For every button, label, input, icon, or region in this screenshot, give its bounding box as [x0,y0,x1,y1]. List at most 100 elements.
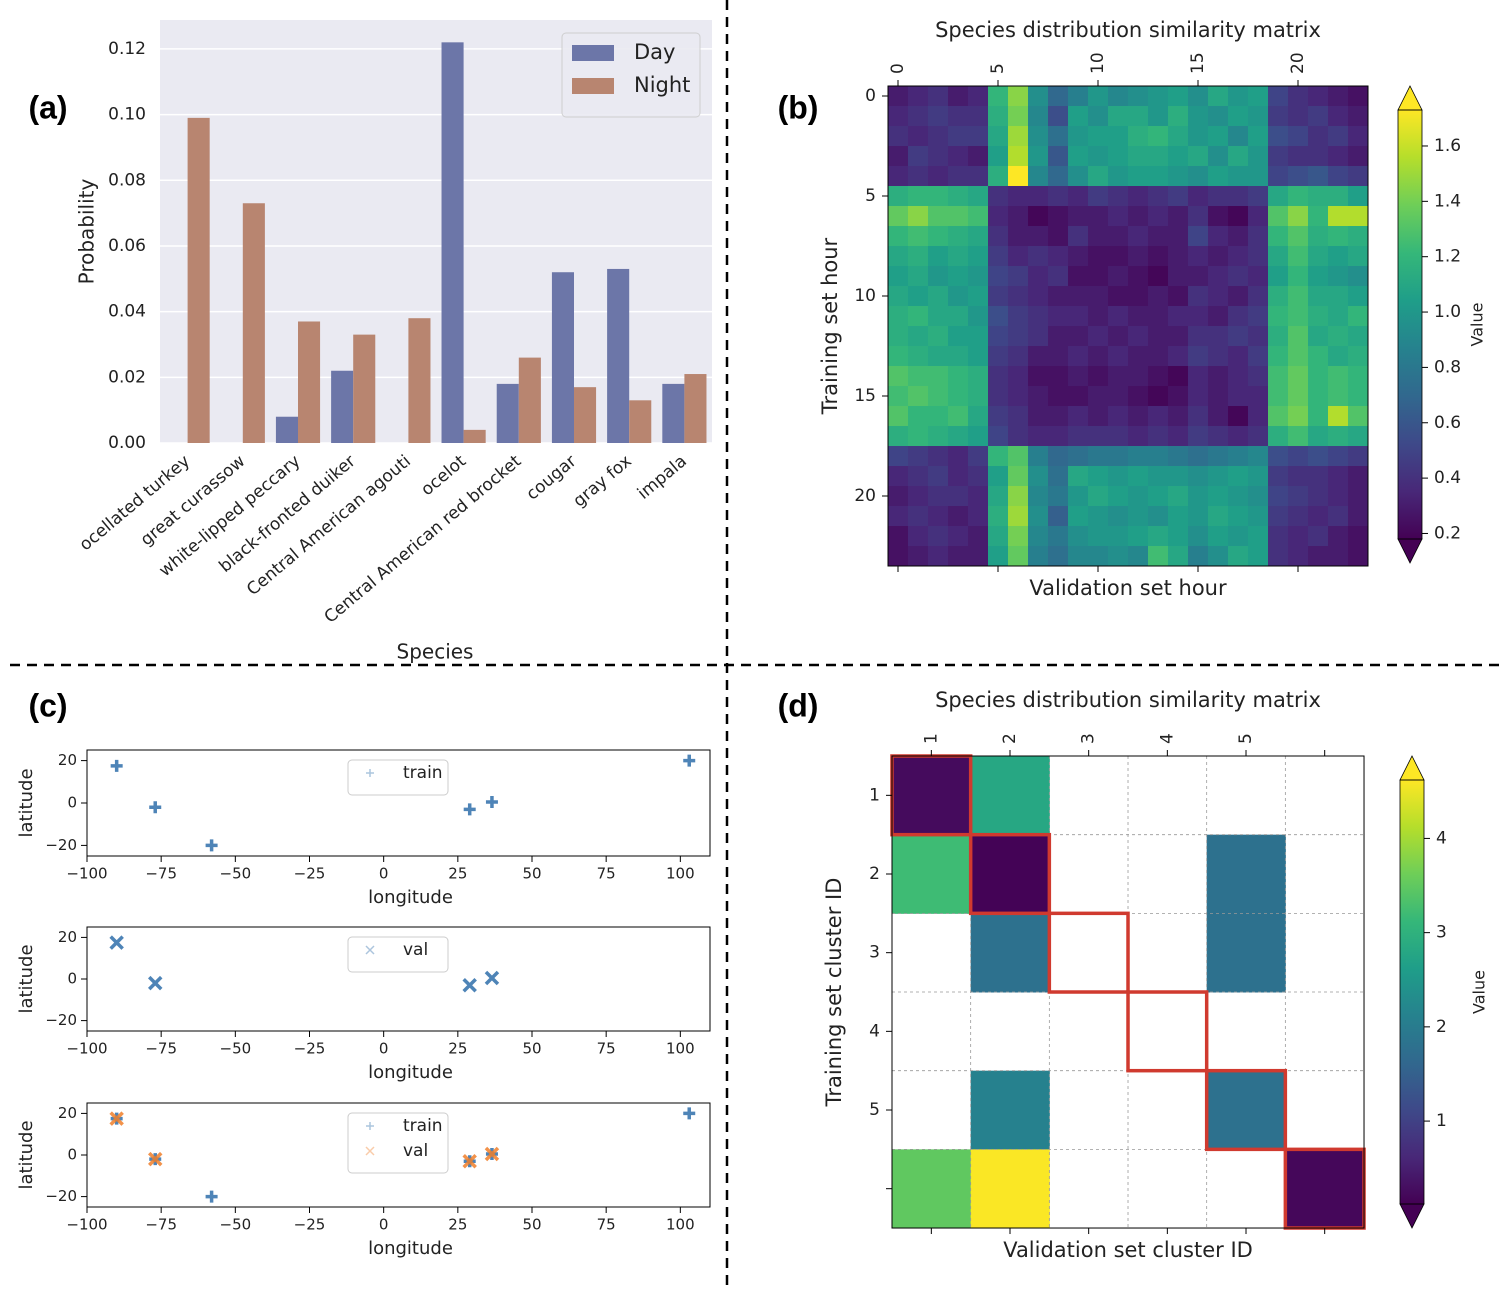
heatmap-cell [1168,206,1189,227]
heatmap-cell [948,286,969,307]
heatmap-cell [1288,526,1309,547]
x-tick-label: 75 [597,865,616,883]
y-tick-label: 0 [67,970,77,988]
heatmap-cell [1148,386,1169,407]
heatmap-cell [1048,426,1069,447]
heatmap-cell [1068,246,1089,267]
heatmap-cell [1048,186,1069,207]
heatmap-cell [1288,146,1309,167]
heatmap-cell [1308,406,1329,427]
scatter-point [484,1146,500,1162]
x-tick-label: 25 [448,865,467,883]
x-tick-label: 5 [988,63,1008,74]
heatmap-cell [1188,206,1209,227]
heatmap-cell [1088,306,1109,327]
x-tick-label: −50 [220,865,252,883]
y-axis-label: Training set hour [818,237,842,415]
heatmap-cell [888,286,909,307]
heatmap-cell [1008,366,1029,387]
heatmap-cell [1008,246,1029,267]
heatmap-cell [928,306,949,327]
heatmap-cell [1328,486,1349,507]
heatmap-cell [1108,466,1129,487]
heatmap-cell [1348,426,1369,447]
legend-label: train [403,763,443,783]
heatmap-cell [1248,546,1269,567]
bar [607,268,630,443]
heatmap-cell [948,366,969,387]
heatmap-cell [1088,146,1109,167]
x-tick-label: 4 [1157,733,1177,744]
heatmap-cell [1028,266,1049,287]
heatmap-cell [1008,406,1029,427]
heatmap-cell [1328,506,1349,527]
heatmap-cell [1068,406,1089,427]
y-tick-label: 5 [869,1100,880,1120]
heatmap-cell [1088,106,1109,127]
heatmap-cell [1228,426,1249,447]
marker [365,945,375,955]
heatmap-cell [1108,106,1129,127]
y-tick-label: 5 [865,186,876,206]
x-tick-label: impala [634,451,691,503]
heatmap-cell [948,206,969,227]
heatmap-cell [1228,466,1249,487]
heatmap-cell [1248,386,1269,407]
heatmap-cell [928,226,949,247]
heatmap-cell [1068,306,1089,327]
legend-label: val [403,1141,428,1161]
heatmap-cell [948,146,969,167]
heatmap-cell [1168,466,1189,487]
heatmap-cell [948,526,969,547]
heatmap-cell [1088,406,1109,427]
heatmap-cell [928,386,949,407]
heatmap-cell [888,466,909,487]
heatmap-cell [1248,526,1269,547]
y-tick-label: −20 [45,836,77,854]
heatmap-cell [968,346,989,367]
heatmap-cell [1208,206,1229,227]
heatmap-cell [1248,106,1269,127]
heatmap-cell [1348,346,1369,367]
heatmap-cell [1148,206,1169,227]
y-tick-label: 0.10 [108,105,146,125]
heatmap-cell [892,834,972,914]
panel-label: (c) [28,687,67,723]
heatmap-cell [1108,206,1129,227]
heatmap-cell [1068,506,1089,527]
heatmap-cell [1148,126,1169,147]
heatmap-cell [908,406,929,427]
heatmap-cell [1168,146,1189,167]
heatmap-cell [1068,226,1089,247]
heatmap-cell [1248,466,1269,487]
panel-label: (a) [28,89,67,125]
heatmap-cell [908,526,929,547]
heatmap-cell [908,126,929,147]
heatmap-cell [908,206,929,227]
colorbar-tick-label: 0.4 [1434,468,1461,488]
heatmap-cell [1248,326,1269,347]
heatmap-cell [1328,226,1349,247]
heatmap-cell [1348,386,1369,407]
colorbar [1400,780,1424,1204]
y-tick-label: 10 [854,286,876,306]
heatmap-cell [1048,326,1069,347]
heatmap-cell [928,286,949,307]
heatmap-cell [988,226,1009,247]
heatmap-cell [1208,526,1229,547]
heatmap-cell [1348,186,1369,207]
heatmap-cell [1188,186,1209,207]
heatmap-cell [1128,546,1149,567]
heatmap-cell [1128,306,1149,327]
heatmap-cell [1208,226,1229,247]
heatmap-cell [968,226,989,247]
heatmap-cell [1268,286,1289,307]
x-tick-label: 100 [666,865,695,883]
heatmap-cell [968,546,989,567]
y-tick-label: 0.06 [108,236,146,256]
x-tick-label: −25 [294,865,326,883]
heatmap-cell [1348,466,1369,487]
heatmap-cell [970,913,1050,993]
heatmap-cell [1168,86,1189,107]
heatmap-cell [1348,126,1369,147]
